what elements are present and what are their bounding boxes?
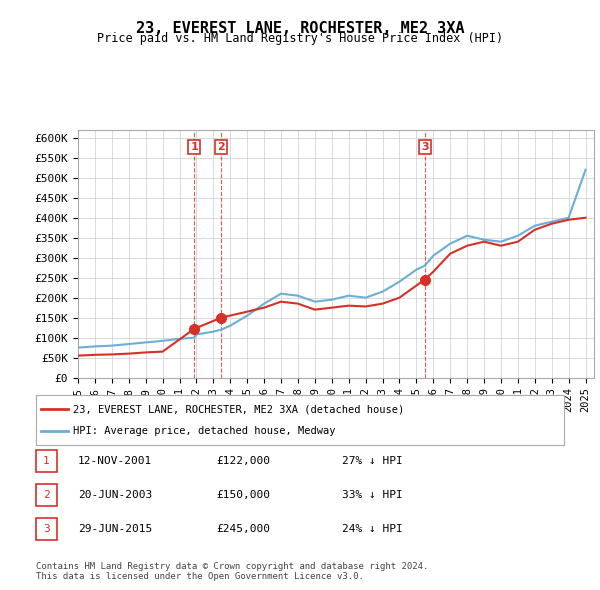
- Text: 23, EVEREST LANE, ROCHESTER, ME2 3XA (detached house): 23, EVEREST LANE, ROCHESTER, ME2 3XA (de…: [73, 404, 404, 414]
- Text: 1: 1: [43, 456, 50, 466]
- Text: 23, EVEREST LANE, ROCHESTER, ME2 3XA: 23, EVEREST LANE, ROCHESTER, ME2 3XA: [136, 21, 464, 35]
- Text: 20-JUN-2003: 20-JUN-2003: [78, 490, 152, 500]
- Text: HPI: Average price, detached house, Medway: HPI: Average price, detached house, Medw…: [73, 427, 335, 437]
- Text: 2: 2: [43, 490, 50, 500]
- Text: £122,000: £122,000: [216, 456, 270, 466]
- Text: 12-NOV-2001: 12-NOV-2001: [78, 456, 152, 466]
- Text: 1: 1: [190, 142, 198, 152]
- Text: £150,000: £150,000: [216, 490, 270, 500]
- Text: Contains HM Land Registry data © Crown copyright and database right 2024.
This d: Contains HM Land Registry data © Crown c…: [36, 562, 428, 581]
- Text: 3: 3: [43, 525, 50, 534]
- Text: 27% ↓ HPI: 27% ↓ HPI: [342, 456, 403, 466]
- Text: 3: 3: [421, 142, 428, 152]
- Text: 24% ↓ HPI: 24% ↓ HPI: [342, 525, 403, 534]
- Text: 29-JUN-2015: 29-JUN-2015: [78, 525, 152, 534]
- Text: £245,000: £245,000: [216, 525, 270, 534]
- Text: 2: 2: [217, 142, 225, 152]
- Text: Price paid vs. HM Land Registry's House Price Index (HPI): Price paid vs. HM Land Registry's House …: [97, 32, 503, 45]
- Text: 33% ↓ HPI: 33% ↓ HPI: [342, 490, 403, 500]
